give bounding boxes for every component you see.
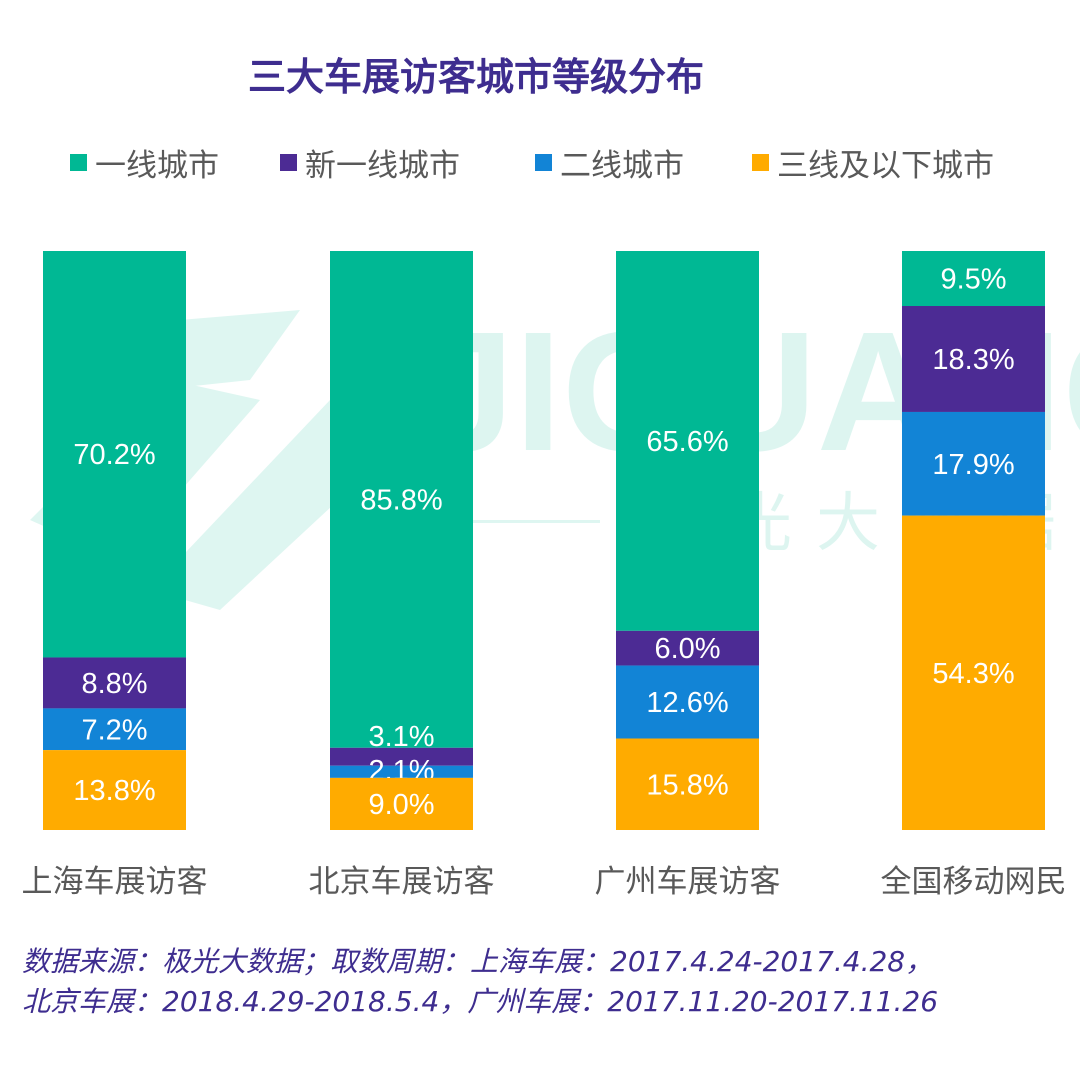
data-label-tier1-2: 65.6% [646,426,728,458]
bar-segment-tier1-3 [902,251,1045,307]
legend-label-new-tier1: 新一线城市 [305,148,460,184]
bar-segment-tier3-3 [902,515,1045,830]
legend: 一线城市 新一线城市 二线城市 三线及以下城市 [0,140,1080,184]
data-label-tier3-0: 13.8% [73,775,155,807]
category-label-1: 北京车展访客 [309,864,495,900]
bar-segment-tier2-0 [43,708,186,751]
category-label-0: 上海车展访客 [22,864,208,900]
data-label-new_tier1-3: 18.3% [932,344,1014,376]
data-label-tier3-2: 15.8% [646,769,728,801]
legend-swatch-tier3 [752,154,769,171]
data-source-line-2: 北京车展：2018.4.29-2018.5.4，广州车展：2017.11.20-… [22,985,939,1018]
bar-segment-tier1-1 [330,251,473,748]
data-label-tier2-3: 17.9% [932,449,1014,481]
bar-segment-new_tier1-3 [902,306,1045,412]
legend-swatch-new-tier1 [280,154,297,171]
data-label-tier1-3: 9.5% [940,264,1006,296]
bar-segment-tier3-0 [43,750,186,830]
legend-item-tier2: 二线城市 [535,140,684,185]
bar-segment-new_tier1-2 [616,630,759,666]
data-label-tier2-0: 7.2% [81,714,147,746]
legend-label-tier2: 二线城市 [560,148,684,184]
bar-segment-new_tier1-0 [43,657,186,709]
data-label-new_tier1-2: 6.0% [654,633,720,665]
bar-segment-new_tier1-1 [330,747,473,766]
bar-segment-tier2-2 [616,665,759,739]
data-label-tier1-0: 70.2% [73,439,155,471]
legend-item-new-tier1: 新一线城市 [280,140,460,185]
legend-item-tier1: 一线城市 [70,140,219,185]
data-label-tier3-3: 54.3% [932,658,1014,690]
legend-swatch-tier1 [70,154,87,171]
category-label-2: 广州车展访客 [595,864,781,900]
chart-title: 三大车展访客城市等级分布 [248,55,705,99]
legend-swatch-tier2 [535,154,552,171]
data-label-new_tier1-1: 3.1% [368,721,434,753]
bar-segment-tier3-1 [330,777,473,830]
data-label-new_tier1-0: 8.8% [81,668,147,700]
bar-segment-tier3-2 [616,738,759,830]
data-source-note: 数据来源：极光大数据；取数周期：上海车展：2017.4.24-2017.4.28… [22,942,1062,1022]
bar-segment-tier1-0 [43,251,186,658]
data-label-tier3-1: 9.0% [368,789,434,821]
bar-segment-tier2-3 [902,411,1045,516]
data-source-line-1: 数据来源：极光大数据；取数周期：上海车展：2017.4.24-2017.4.28… [22,945,934,978]
legend-item-tier3: 三线及以下城市 [752,140,994,185]
legend-label-tier3: 三线及以下城市 [777,148,994,184]
data-label-tier2-2: 12.6% [646,687,728,719]
bar-segment-tier2-1 [330,765,473,778]
legend-label-tier1: 一线城市 [95,148,219,184]
category-label-3: 全国移动网民 [881,864,1067,900]
bar-segment-tier1-2 [616,251,759,631]
data-label-tier1-1: 85.8% [360,484,442,516]
